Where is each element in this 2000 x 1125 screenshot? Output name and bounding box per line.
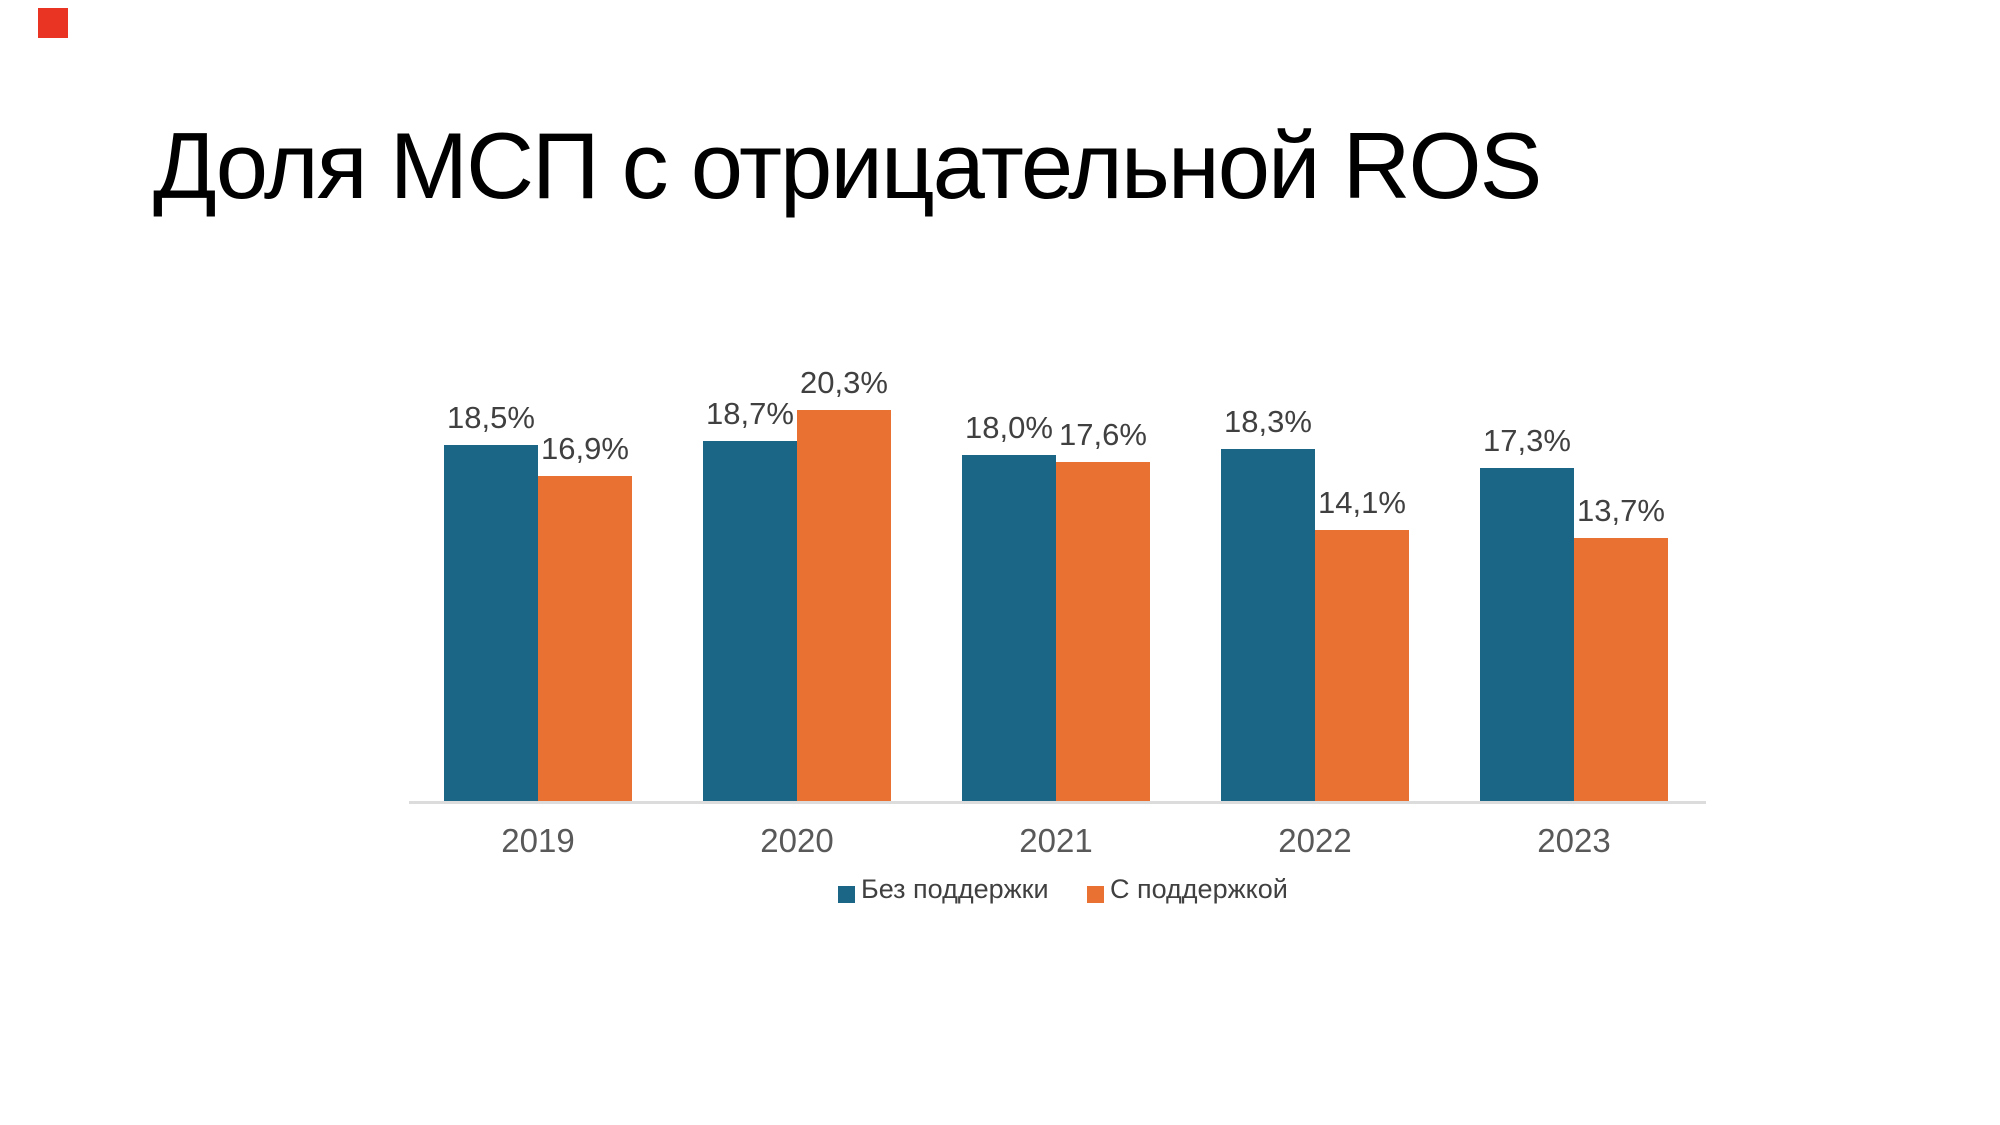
red-square-marker xyxy=(38,8,68,38)
bar-bez-podderzhki-2021 xyxy=(962,455,1056,802)
legend-swatch-s-podderzhkoy xyxy=(1087,886,1104,903)
value-label-s-podderzhkoy-2022: 14,1% xyxy=(1318,485,1406,520)
x-tick-2023: 2023 xyxy=(1537,822,1611,859)
x-tick-2019: 2019 xyxy=(501,822,575,859)
value-label-s-podderzhkoy-2020: 20,3% xyxy=(800,365,888,400)
value-label-s-podderzhkoy-2023: 13,7% xyxy=(1577,493,1665,528)
value-label-bez-podderzhki-2019: 18,5% xyxy=(447,400,535,435)
value-label-bez-podderzhki-2022: 18,3% xyxy=(1224,404,1312,439)
chart-title: Доля МСП с отрицательной ROS xyxy=(153,113,1542,218)
bar-bez-podderzhki-2022 xyxy=(1221,449,1315,802)
value-label-bez-podderzhki-2020: 18,7% xyxy=(706,396,794,431)
legend-label-bez-podderzhki: Без поддержки xyxy=(861,874,1049,904)
value-label-bez-podderzhki-2023: 17,3% xyxy=(1483,423,1571,458)
bar-s-podderzhkoy-2021 xyxy=(1056,462,1150,802)
bar-bez-podderzhki-2023 xyxy=(1480,468,1574,802)
legend-label-s-podderzhkoy: С поддержкой xyxy=(1110,874,1288,904)
bar-bez-podderzhki-2019 xyxy=(444,445,538,802)
value-label-s-podderzhkoy-2019: 16,9% xyxy=(541,431,629,466)
bar-s-podderzhkoy-2019 xyxy=(538,476,632,802)
value-label-s-podderzhkoy-2021: 17,6% xyxy=(1059,417,1147,452)
value-label-bez-podderzhki-2021: 18,0% xyxy=(965,410,1053,445)
x-tick-2022: 2022 xyxy=(1278,822,1352,859)
x-tick-2020: 2020 xyxy=(760,822,834,859)
legend-swatch-bez-podderzhki xyxy=(838,886,855,903)
bar-s-podderzhkoy-2022 xyxy=(1315,530,1409,802)
bar-bez-podderzhki-2020 xyxy=(703,441,797,802)
x-tick-2021: 2021 xyxy=(1019,822,1093,859)
bar-s-podderzhkoy-2023 xyxy=(1574,538,1668,802)
bar-s-podderzhkoy-2020 xyxy=(797,410,891,802)
x-axis-line xyxy=(409,801,1706,804)
